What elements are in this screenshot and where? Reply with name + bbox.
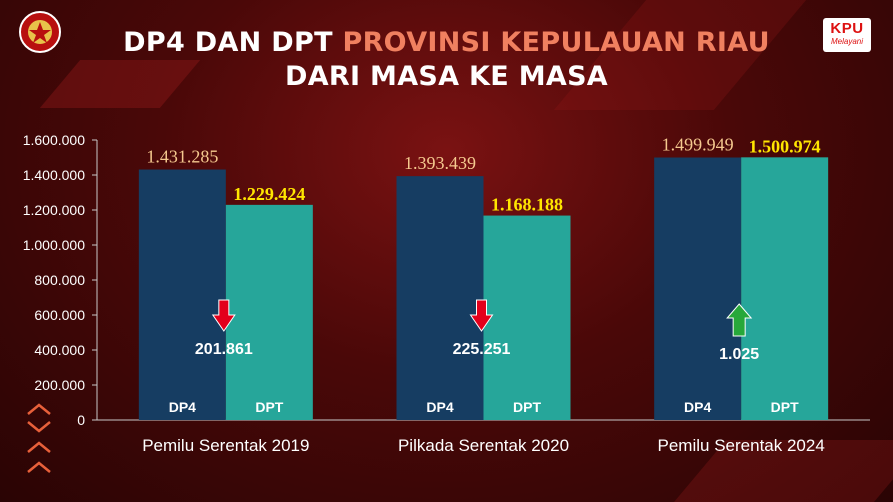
bar-dpt [741, 157, 829, 421]
title-white: DP4 DAN DPT [123, 27, 333, 58]
y-tick-label: 1.400.000 [23, 167, 85, 183]
kpu-emblem-icon [19, 11, 61, 53]
series-label-dp4: DP4 [169, 399, 196, 415]
y-tick-label: 400.000 [34, 342, 85, 358]
arrow-down-icon [469, 299, 494, 332]
difference-label: 1.025 [719, 346, 759, 363]
kpu-melayani-logo: KPU Melayani [823, 18, 871, 52]
series-label-dpt: DPT [255, 399, 283, 415]
value-label-dpt: 1.229.424 [233, 184, 305, 204]
value-label-dpt: 1.500.974 [749, 136, 821, 156]
bar-dp4 [654, 157, 742, 421]
category-label: Pilkada Serentak 2020 [398, 436, 569, 455]
value-label-dpt: 1.168.188 [491, 195, 563, 215]
series-label-dp4: DP4 [426, 399, 453, 415]
y-tick-label: 800.000 [34, 272, 85, 288]
bar-dp4 [396, 176, 484, 420]
title-line2: DARI MASA KE MASA [284, 61, 609, 92]
y-tick-label: 0 [77, 412, 85, 428]
title-highlight: PROVINSI KEPULAUAN RIAU [342, 27, 770, 58]
bar-dp4 [138, 169, 226, 420]
difference-label: 201.861 [195, 341, 253, 358]
value-label-dp4: 1.393.439 [404, 153, 476, 173]
value-label-dp4: 1.499.949 [662, 135, 734, 155]
arrow-up-icon [726, 303, 753, 337]
bar-dpt [225, 204, 313, 420]
y-tick-label: 1.200.000 [23, 202, 85, 218]
y-tick-label: 600.000 [34, 307, 85, 323]
series-label-dpt: DPT [513, 399, 541, 415]
y-tick-label: 1.000.000 [23, 237, 85, 253]
series-label-dp4: DP4 [684, 399, 711, 415]
difference-label: 225.251 [453, 341, 511, 358]
category-label: Pemilu Serentak 2019 [142, 436, 309, 455]
value-label-dp4: 1.431.285 [146, 147, 218, 167]
chevron-up-icon [27, 461, 51, 473]
series-label-dpt: DPT [771, 399, 799, 415]
chevron-up-icon [27, 403, 51, 415]
bar-dpt [483, 215, 571, 420]
chevron-down-icon [27, 421, 51, 433]
y-tick-label: 200.000 [34, 377, 85, 393]
y-tick-label: 1.600.000 [23, 132, 85, 148]
chart-title: DP4 DAN DPT PROVINSI KEPULAUAN RIAU DARI… [0, 26, 893, 94]
arrow-down-icon [211, 299, 236, 332]
category-label: Pemilu Serentak 2024 [658, 436, 825, 455]
chevron-up-icon [27, 441, 51, 453]
